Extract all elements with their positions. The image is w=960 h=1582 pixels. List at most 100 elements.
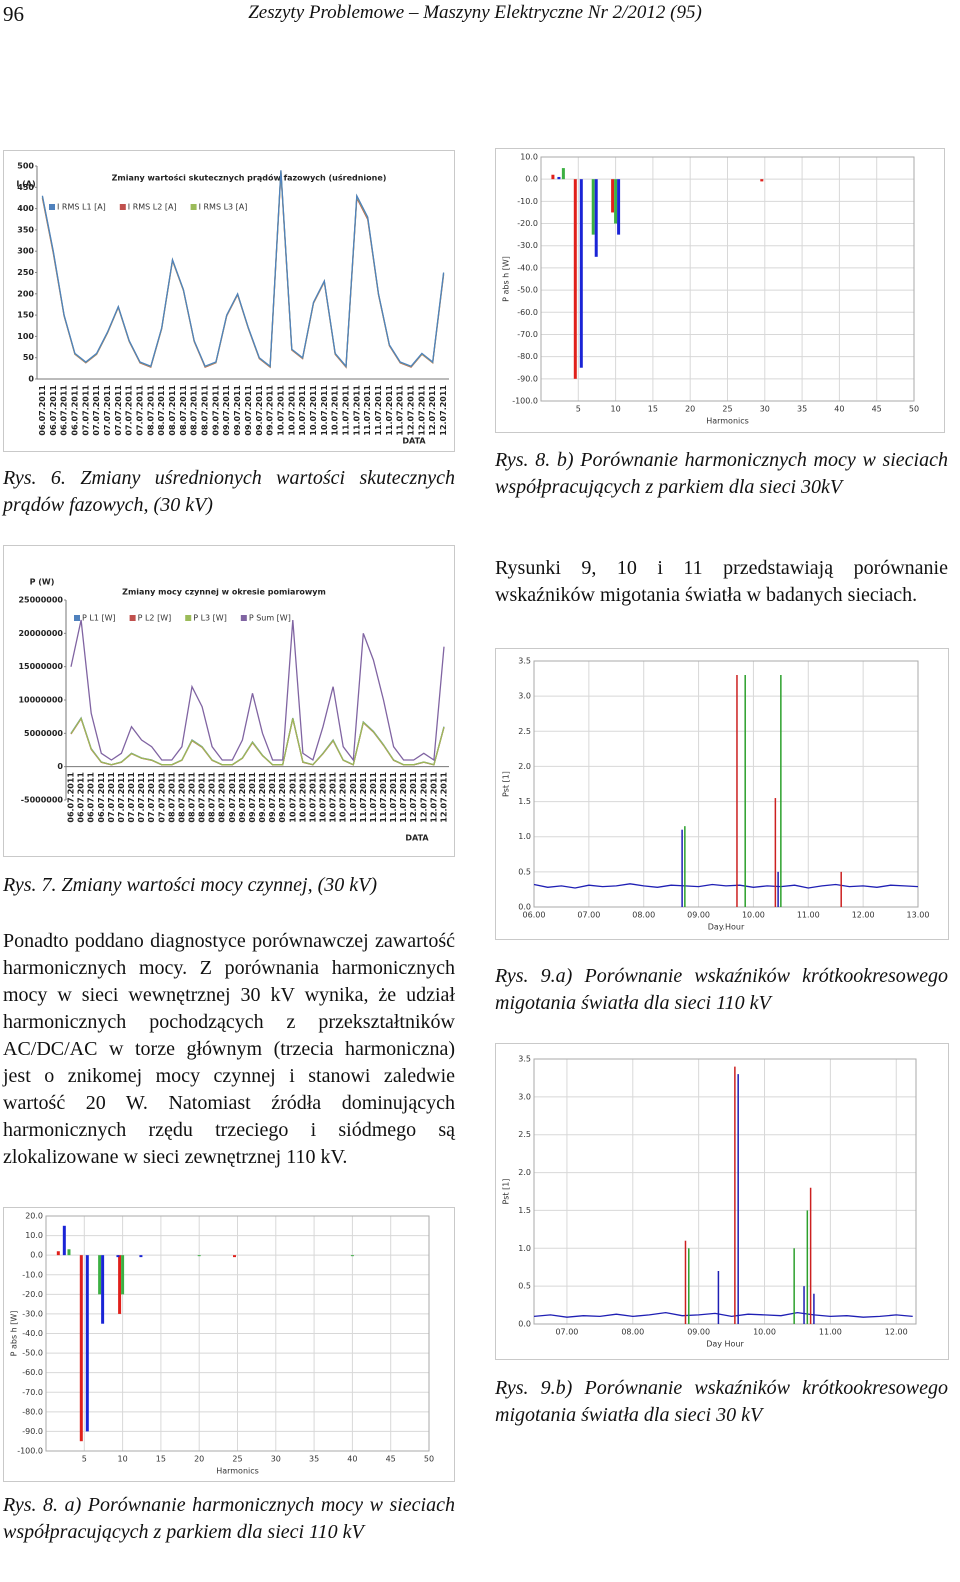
x-tick-label: 12.07.2011 bbox=[407, 385, 416, 436]
x-tick-label: 08.07.2011 bbox=[201, 385, 210, 436]
x-tick-label: 11.00 bbox=[797, 911, 820, 920]
y-axis-label: P abs h [W] bbox=[10, 1311, 19, 1357]
x-tick-label: 09.00 bbox=[687, 1328, 710, 1337]
x-tick-label: 08.07.2011 bbox=[198, 772, 207, 823]
x-axis-label: Harmonics bbox=[216, 1467, 259, 1476]
x-tick-label: 11.07.2011 bbox=[374, 385, 383, 436]
x-tick-label: 07.07.2011 bbox=[107, 772, 116, 823]
plot-frame bbox=[533, 660, 919, 908]
x-tick-label: 09.07.2011 bbox=[244, 385, 253, 436]
bar bbox=[79, 1255, 83, 1442]
x-tick-label: 12.00 bbox=[885, 1328, 908, 1337]
y-tick-label: 0.5 bbox=[518, 867, 531, 876]
y-tick-label: -5000000 bbox=[21, 796, 64, 805]
figure: 0.0 0.5 1.0 1.5 2.0 2.5 3.0 3.5 06.00 07.00 08.00 0… bbox=[495, 648, 949, 940]
x-tick-label: 09.07.2011 bbox=[233, 385, 242, 436]
x-tick-label: 06.07.2011 bbox=[87, 772, 96, 823]
x-tick-label: 50 bbox=[909, 405, 919, 414]
x-tick-label: 06.07.2011 bbox=[97, 772, 106, 823]
legend-label: P L2 [W] bbox=[138, 614, 172, 623]
x-tick-label: 35 bbox=[309, 1455, 319, 1464]
x-tick-label: 08.07.2011 bbox=[208, 772, 217, 823]
legend-label: P Sum [W] bbox=[249, 614, 291, 623]
y-tick-label: 500 bbox=[17, 162, 34, 171]
bar bbox=[85, 1255, 89, 1432]
data-line bbox=[70, 619, 445, 762]
chart: 0.0 0.5 1.0 1.5 2.0 2.5 3.0 3.5 07.00 08.00 09.00 1… bbox=[502, 1055, 917, 1349]
y-tick-label: 3.5 bbox=[518, 657, 531, 666]
y-tick-label: 3.0 bbox=[518, 1092, 531, 1101]
x-tick-label: 40 bbox=[347, 1455, 357, 1464]
plot-frame bbox=[45, 1215, 430, 1452]
x-tick-label: 08.07.2011 bbox=[167, 772, 176, 823]
x-axis-label: DATA bbox=[402, 437, 426, 446]
x-tick-label: 08.07.2011 bbox=[146, 385, 155, 436]
x-tick-label: 10.07.2011 bbox=[288, 772, 297, 823]
y-tick-label: 1.5 bbox=[518, 797, 531, 806]
bar bbox=[118, 1255, 122, 1314]
x-tick-label: 07.07.2011 bbox=[125, 385, 134, 436]
x-tick-label: 12.00 bbox=[852, 911, 875, 920]
x-tick-label: 08.00 bbox=[621, 1328, 644, 1337]
x-tick-label: 11.07.2011 bbox=[349, 772, 358, 823]
figure: 0 50 100 150 200 250 300 350 400 450 500 06.07.2011… bbox=[3, 150, 455, 452]
x-tick-label: 11.07.2011 bbox=[363, 385, 372, 436]
x-tick-label: 11.07.2011 bbox=[396, 385, 405, 436]
x-tick-label: 12.07.2011 bbox=[419, 772, 428, 823]
x-tick-label: 5 bbox=[576, 405, 581, 414]
y-tick-label: 20.0 bbox=[25, 1212, 43, 1221]
bar bbox=[116, 1255, 120, 1258]
x-tick-label: 08.07.2011 bbox=[187, 772, 196, 823]
y-tick-label: -70.0 bbox=[22, 1388, 43, 1397]
bar bbox=[579, 179, 583, 368]
legend-label: I RMS L3 [A] bbox=[199, 203, 248, 212]
x-tick-label: 13.00 bbox=[907, 911, 930, 920]
x-tick-label: 06.07.2011 bbox=[67, 772, 76, 823]
x-tick-label: 09.07.2011 bbox=[228, 772, 237, 823]
x-tick-label: 07.00 bbox=[555, 1328, 578, 1337]
x-tick-label: 45 bbox=[872, 405, 882, 414]
x-tick-label: 10.00 bbox=[753, 1328, 776, 1337]
y-tick-label: 0.5 bbox=[518, 1282, 531, 1291]
legend-label: I RMS L2 [A] bbox=[128, 203, 177, 212]
x-tick-label: 09.07.2011 bbox=[258, 772, 267, 823]
y-tick-label: 150 bbox=[17, 311, 34, 320]
y-tick-label: 2.5 bbox=[518, 727, 531, 736]
bar bbox=[614, 179, 618, 224]
bar bbox=[101, 1255, 105, 1324]
x-tick-label: 10.07.2011 bbox=[308, 772, 317, 823]
bar bbox=[611, 179, 615, 213]
x-tick-label: 10 bbox=[118, 1455, 128, 1464]
caption: Rys. 9.b) Porównanie wskaźników krótkook… bbox=[495, 1377, 948, 1426]
x-tick-label: 25 bbox=[722, 405, 732, 414]
caption: Rys. 9.a) Porównanie wskaźników krótkook… bbox=[495, 965, 948, 1014]
x-tick-label: 45 bbox=[386, 1455, 396, 1464]
x-tick-label: 09.07.2011 bbox=[211, 385, 220, 436]
data-line bbox=[533, 1311, 913, 1318]
x-tick-label: 06.07.2011 bbox=[77, 772, 86, 823]
y-axis-label: Pst [1] bbox=[502, 1179, 511, 1205]
y-tick-label: -100.0 bbox=[512, 397, 538, 406]
x-tick-label: 10.00 bbox=[742, 911, 765, 920]
y-tick-label: -90.0 bbox=[22, 1427, 43, 1436]
x-tick-label: 11.07.2011 bbox=[399, 772, 408, 823]
x-tick-label: 07.07.2011 bbox=[81, 385, 90, 436]
bar bbox=[573, 179, 577, 379]
bar bbox=[233, 1255, 236, 1258]
figure: -5000000 0 5000000 10000000 15000000 20000000… bbox=[3, 545, 455, 857]
y-tick-label: 10.0 bbox=[520, 153, 538, 162]
y-tick-label: 3.5 bbox=[518, 1055, 531, 1064]
chart: 0.0 0.5 1.0 1.5 2.0 2.5 3.0 3.5 06.00 07.00 08.00 0… bbox=[502, 657, 930, 932]
figure: 20.0 10.0 0.0 -10.0 -20.0 -30.0 -40.0 -50.0 -60.… bbox=[3, 1207, 455, 1482]
x-tick-label: 08.07.2011 bbox=[168, 385, 177, 436]
x-tick-label: 07.07.2011 bbox=[92, 385, 101, 436]
data-line bbox=[533, 883, 919, 889]
x-tick-label: 30 bbox=[760, 405, 770, 414]
bar bbox=[760, 179, 764, 182]
data-line bbox=[70, 716, 445, 766]
x-tick-label: 10.07.2011 bbox=[319, 772, 328, 823]
y-tick-label: 100 bbox=[17, 332, 34, 341]
x-tick-label: 08.07.2011 bbox=[177, 772, 186, 823]
x-tick-label: 11.07.2011 bbox=[389, 772, 398, 823]
